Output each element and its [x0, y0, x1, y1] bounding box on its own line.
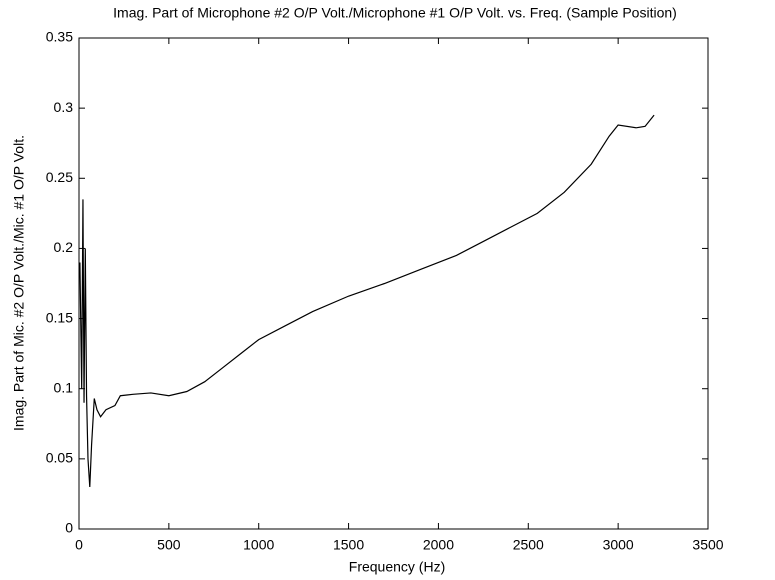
- x-tick-label: 2000: [423, 537, 454, 553]
- x-tick-label: 0: [75, 537, 83, 553]
- y-tick-label: 0.3: [54, 99, 74, 115]
- y-tick-label: 0.2: [54, 239, 74, 255]
- x-tick-label: 1000: [243, 537, 274, 553]
- y-tick-label: 0.35: [46, 29, 73, 45]
- y-axis-label: Imag. Part of Mic. #2 O/P Volt./Mic. #1 …: [11, 135, 27, 431]
- y-tick-label: 0: [65, 520, 73, 536]
- y-tick-label: 0.15: [46, 309, 73, 325]
- x-tick-label: 1500: [333, 537, 364, 553]
- x-tick-label: 2500: [513, 537, 544, 553]
- plot-frame: [78, 37, 709, 530]
- chart-title: Imag. Part of Microphone #2 O/P Volt./Mi…: [113, 5, 677, 21]
- x-axis-label: Frequency (Hz): [349, 559, 445, 575]
- y-tick-label: 0.1: [54, 379, 74, 395]
- x-tick-label: 500: [157, 537, 181, 553]
- x-tick-label: 3000: [603, 537, 634, 553]
- y-tick-label: 0.25: [46, 169, 73, 185]
- data-line: [79, 114, 655, 487]
- x-tick-label: 3500: [692, 537, 723, 553]
- y-tick-label: 0.05: [46, 450, 73, 466]
